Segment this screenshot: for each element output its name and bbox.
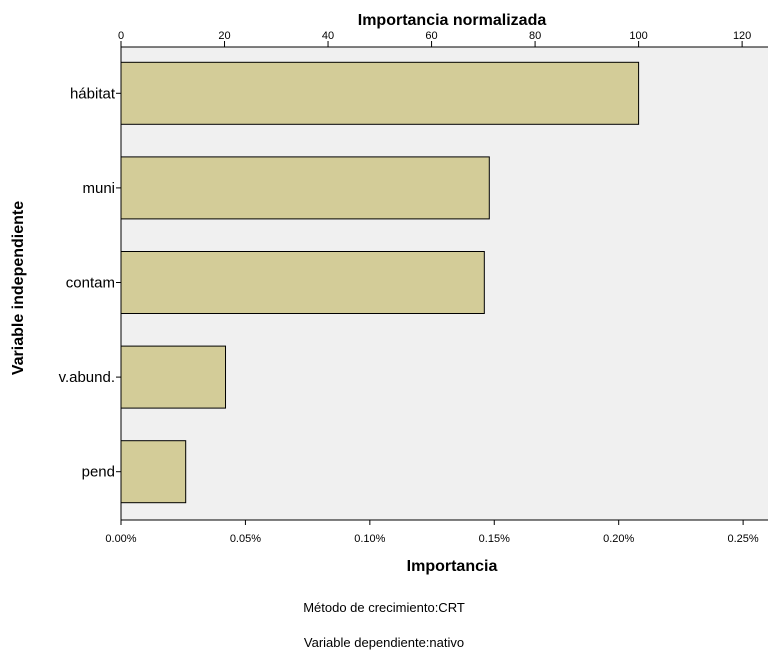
top-tick-label-4: 80 [529,30,541,42]
category-label-4: pend [82,464,115,481]
top-tick-label-1: 20 [218,30,230,42]
top-tick-label-3: 60 [425,30,437,42]
bar-1 [120,156,490,220]
y-axis-label: Variable independiente [10,201,27,375]
top-tick-label-2: 40 [322,30,334,42]
bars [120,61,640,504]
category-label-0: hábitat [70,85,116,102]
top-axis: 0 20 40 60 80 100 120 [118,30,751,47]
top-tick-label-5: 100 [629,30,647,42]
x-tick-label-3: 0.15% [479,533,510,545]
bottom-axis: 0.00% 0.05% 0.10% 0.15% 0.20% 0.25% [105,520,759,545]
x-axis-label: Importancia [407,558,498,575]
bar-0 [120,61,640,125]
footnote-method: Método de crecimiento:CRT [303,600,465,615]
category-label-1: muni [82,180,115,197]
bar-2 [120,251,485,314]
top-tick-label-0: 0 [118,30,124,42]
bar-4 [120,440,187,504]
footnote-dependent-variable: Variable dependiente:nativo [304,635,464,650]
category-labels: hábitat muni contam v.abund. pend [59,85,121,481]
x-tick-label-1: 0.05% [230,533,261,545]
chart-title: Importancia normalizada [358,12,547,29]
x-tick-label-5: 0.25% [728,533,759,545]
x-tick-label-4: 0.20% [603,533,634,545]
x-tick-label-2: 0.10% [354,533,385,545]
category-label-2: contam [66,275,115,292]
bar-3 [120,345,227,409]
top-tick-label-6: 120 [733,30,751,42]
x-tick-label-0: 0.00% [105,533,136,545]
category-label-3: v.abund. [59,369,115,386]
